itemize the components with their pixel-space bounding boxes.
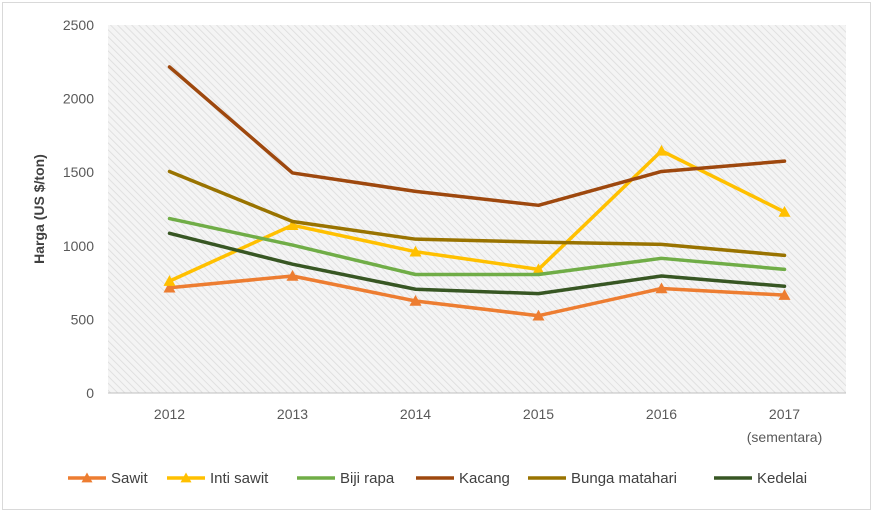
legend-item: Kedelai xyxy=(714,470,807,487)
series-line xyxy=(167,149,787,283)
data-point xyxy=(655,282,668,294)
data-point xyxy=(286,269,299,281)
y-axis: 0 500 1000 1500 2000 2500 xyxy=(63,17,94,401)
legend-item: Biji rapa xyxy=(297,470,395,487)
x-tick-label: 2013 xyxy=(277,406,308,422)
series-line xyxy=(167,169,787,258)
series-line xyxy=(167,231,787,296)
series-line xyxy=(167,65,787,208)
series-group xyxy=(163,65,791,321)
y-axis-label: Harga (US $/ton) xyxy=(31,154,47,264)
data-point xyxy=(532,263,545,275)
data-point xyxy=(286,219,299,230)
y-tick-label: 0 xyxy=(86,385,94,401)
y-tick-label: 1500 xyxy=(63,164,94,180)
x-axis: 2012 2013 2014 2015 2016 2017 (sementara) xyxy=(108,392,846,445)
series-kacang xyxy=(167,65,787,208)
legend: Sawit Inti sawit Biji rapa Kacang Bunga mata… xyxy=(68,470,807,487)
legend-item: Inti sawit xyxy=(167,470,269,487)
x-tick-sublabel: (sementara) xyxy=(747,429,822,445)
legend-item: Kacang xyxy=(416,470,510,487)
data-point xyxy=(532,309,545,321)
y-tick-label: 500 xyxy=(71,311,95,327)
y-tick-label: 2000 xyxy=(63,91,94,107)
legend-marker xyxy=(180,472,192,483)
series-inti-sawit xyxy=(163,144,791,286)
data-point xyxy=(409,295,422,306)
data-point xyxy=(409,245,422,257)
x-tick-label: 2012 xyxy=(154,406,185,422)
legend-label: Sawit xyxy=(111,470,149,487)
x-tick-label: 2016 xyxy=(646,406,677,422)
y-tick-label: 1000 xyxy=(63,238,94,254)
legend-label: Kacang xyxy=(459,470,510,487)
data-point xyxy=(163,275,176,286)
legend-label: Bunga matahari xyxy=(571,470,677,487)
plot-area xyxy=(108,25,846,393)
data-point xyxy=(163,281,176,293)
legend-item: Sawit xyxy=(68,470,149,487)
data-point xyxy=(655,144,668,156)
series-bunga-matahari xyxy=(167,169,787,258)
data-point xyxy=(778,289,791,300)
legend-marker xyxy=(81,472,93,483)
x-tick-label: 2015 xyxy=(523,406,554,422)
series-biji-rapa xyxy=(167,216,787,277)
legend-item: Bunga matahari xyxy=(528,470,677,487)
legend-label: Inti sawit xyxy=(210,470,269,487)
data-point xyxy=(778,205,791,217)
y-tick-label: 2500 xyxy=(63,17,94,33)
legend-label: Kedelai xyxy=(757,470,807,487)
series-kedelai xyxy=(167,231,787,296)
series-line xyxy=(167,274,787,318)
legend-label: Biji rapa xyxy=(340,470,395,487)
x-tick-label: 2017 xyxy=(769,406,800,422)
series-line xyxy=(167,216,787,277)
x-tick-label: 2014 xyxy=(400,406,431,422)
series-sawit xyxy=(163,269,791,321)
